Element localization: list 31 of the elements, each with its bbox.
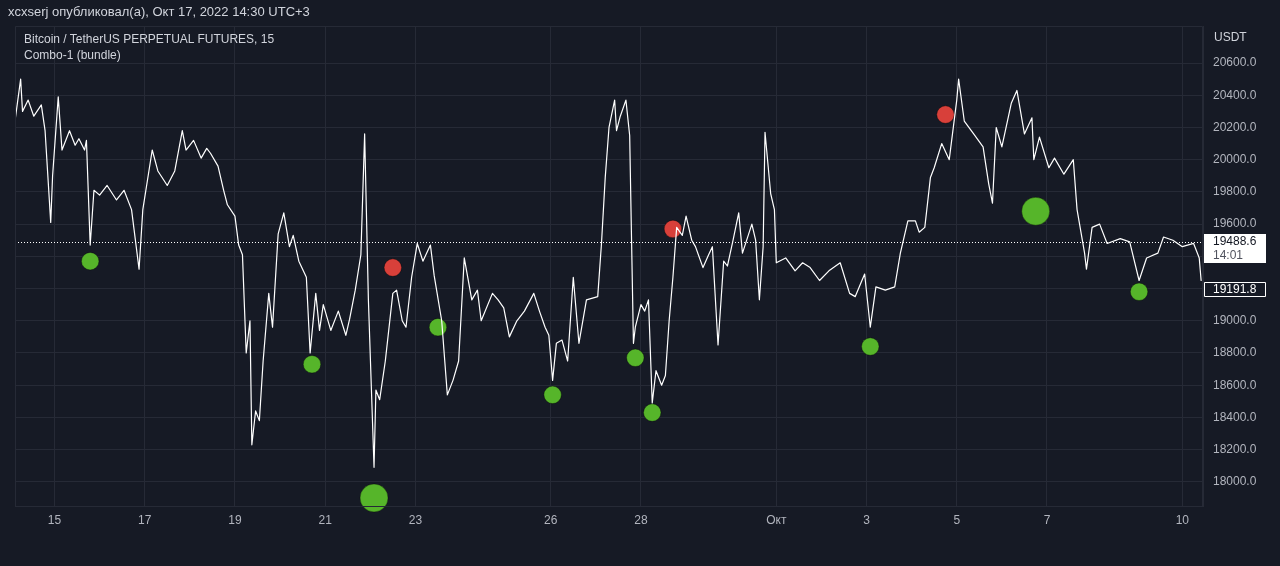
x-tick-label: 15 [47,512,62,527]
y-tick-label: 18000.0 [1213,474,1257,489]
y-tick-label: 20600.0 [1213,55,1257,70]
y-tick-label: 20400.0 [1213,87,1257,102]
x-tick-label: 3 [863,512,871,527]
x-tick-label: 21 [318,512,333,527]
y-tick-label: 20000.0 [1213,152,1257,166]
x-tick-label: 19 [228,512,242,527]
y-axis-title: USDT [1214,30,1248,45]
y-tick-label: 18200.0 [1213,441,1257,456]
y-tick-label: 19000.0 [1213,313,1257,328]
y-tick-label: 18800.0 [1213,345,1257,360]
y-tick-label: 18400.0 [1213,409,1257,424]
x-tick-label: 26 [544,512,558,527]
text: Bitcoin / TetherUS PERPETUAL FUTURES, 15 [24,32,275,47]
x-tick-label: 17 [138,512,152,527]
y-tick-label: 18600.0 [1213,377,1257,392]
x-tick-label: 23 [408,512,423,527]
x-tick-label: 7 [1043,512,1051,527]
y-tick-label: 19800.0 [1213,184,1257,199]
x-tick-label: 5 [953,512,961,527]
x-tick-label: 10 [1175,512,1190,527]
text: Combo-1 (bundle) [24,48,121,63]
x-tick-label: 28 [634,512,648,527]
x-tick-label: Окт [766,512,787,527]
y-tick-label: 20200.0 [1213,119,1257,134]
y-tick-label: 19600.0 [1213,216,1257,231]
ref-line-label: 19488.6 [1213,234,1257,249]
text: 19191.8 [1213,282,1257,297]
text: 14:01 [1213,248,1244,263]
text: xcxserj опубликовал(а), Окт 17, 2022 14:30 UTC+3 [8,3,310,19]
